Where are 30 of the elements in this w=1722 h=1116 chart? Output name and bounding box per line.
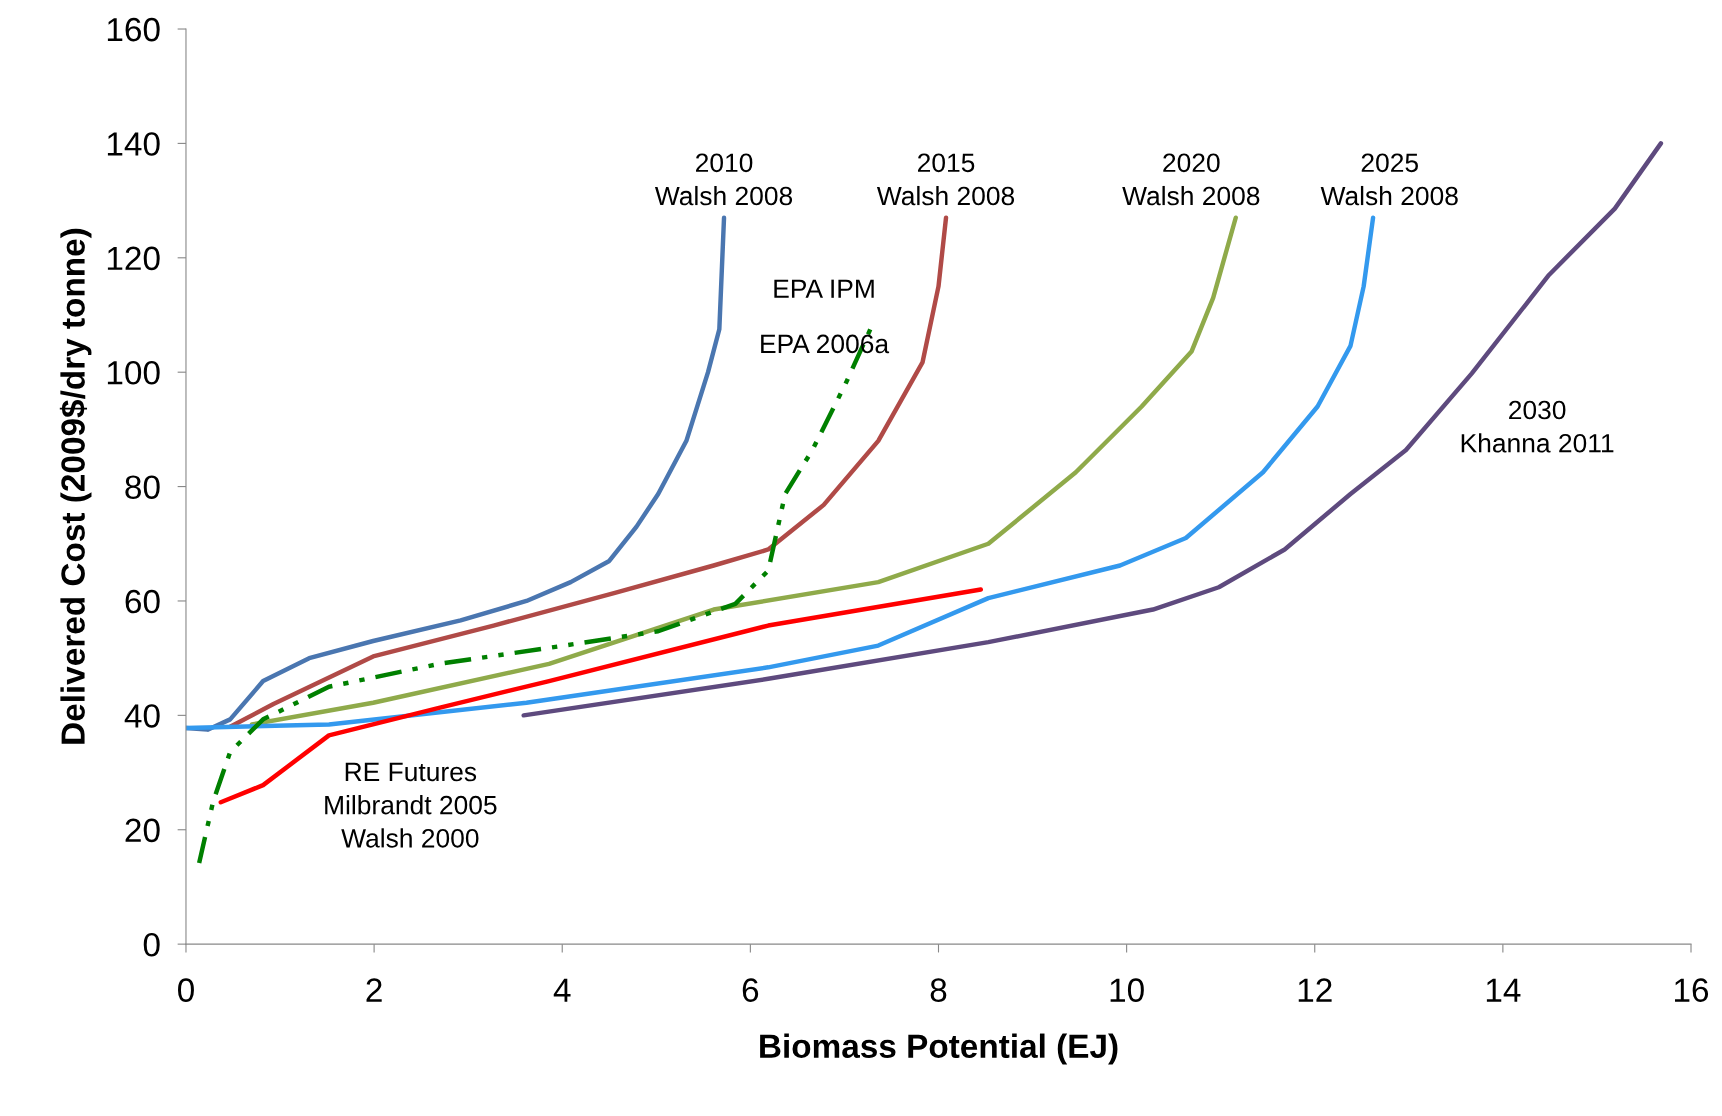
series-label: 2030 Khanna 2011 <box>1461 400 1614 453</box>
x-tick-label: 12 <box>1298 978 1332 1002</box>
x-tick-label: 6 <box>742 978 759 1002</box>
y-tick-label: 80 <box>125 475 160 499</box>
line-series <box>521 141 1664 718</box>
x-axis-title: Biomass Potential (EJ) <box>760 1033 1118 1065</box>
y-axis-title: Delivered Cost (2009$/dry tonne) <box>59 228 92 744</box>
text: EPA IPM EPA 2006a <box>761 279 890 354</box>
y-tick-label: 140 <box>107 132 160 156</box>
series-label: 2015 Walsh 2008 <box>876 153 1015 206</box>
y-tick-label: 160 <box>107 17 160 42</box>
series-label: 2025 Walsh 2008 <box>1320 153 1458 206</box>
series-label: 2010 Walsh 2008 <box>654 153 793 206</box>
y-tick-label: 40 <box>124 704 160 728</box>
line-series <box>249 215 1238 727</box>
x-tick-label: 4 <box>553 978 571 1002</box>
x-tick-label: 16 <box>1675 978 1709 1002</box>
x-tick-label: 10 <box>1110 978 1144 1002</box>
series-label: RE Futures Milbrandt 2005 Walsh 2000 <box>325 762 497 848</box>
x-tick-label: 14 <box>1486 978 1521 1002</box>
y-tick-label: 0 <box>143 932 160 957</box>
y-tick-label: 100 <box>107 360 160 385</box>
line-series <box>185 215 1376 731</box>
x-tick-label: 2 <box>366 978 382 1002</box>
series-label: 2020 Walsh 2008 <box>1122 153 1260 206</box>
y-tick-label: 60 <box>125 589 160 614</box>
y-tick-label: 120 <box>107 246 160 271</box>
y-tick-label: 20 <box>125 818 160 843</box>
x-tick-label: 0 <box>178 978 194 1002</box>
x-tick-label: 8 <box>930 978 947 1002</box>
